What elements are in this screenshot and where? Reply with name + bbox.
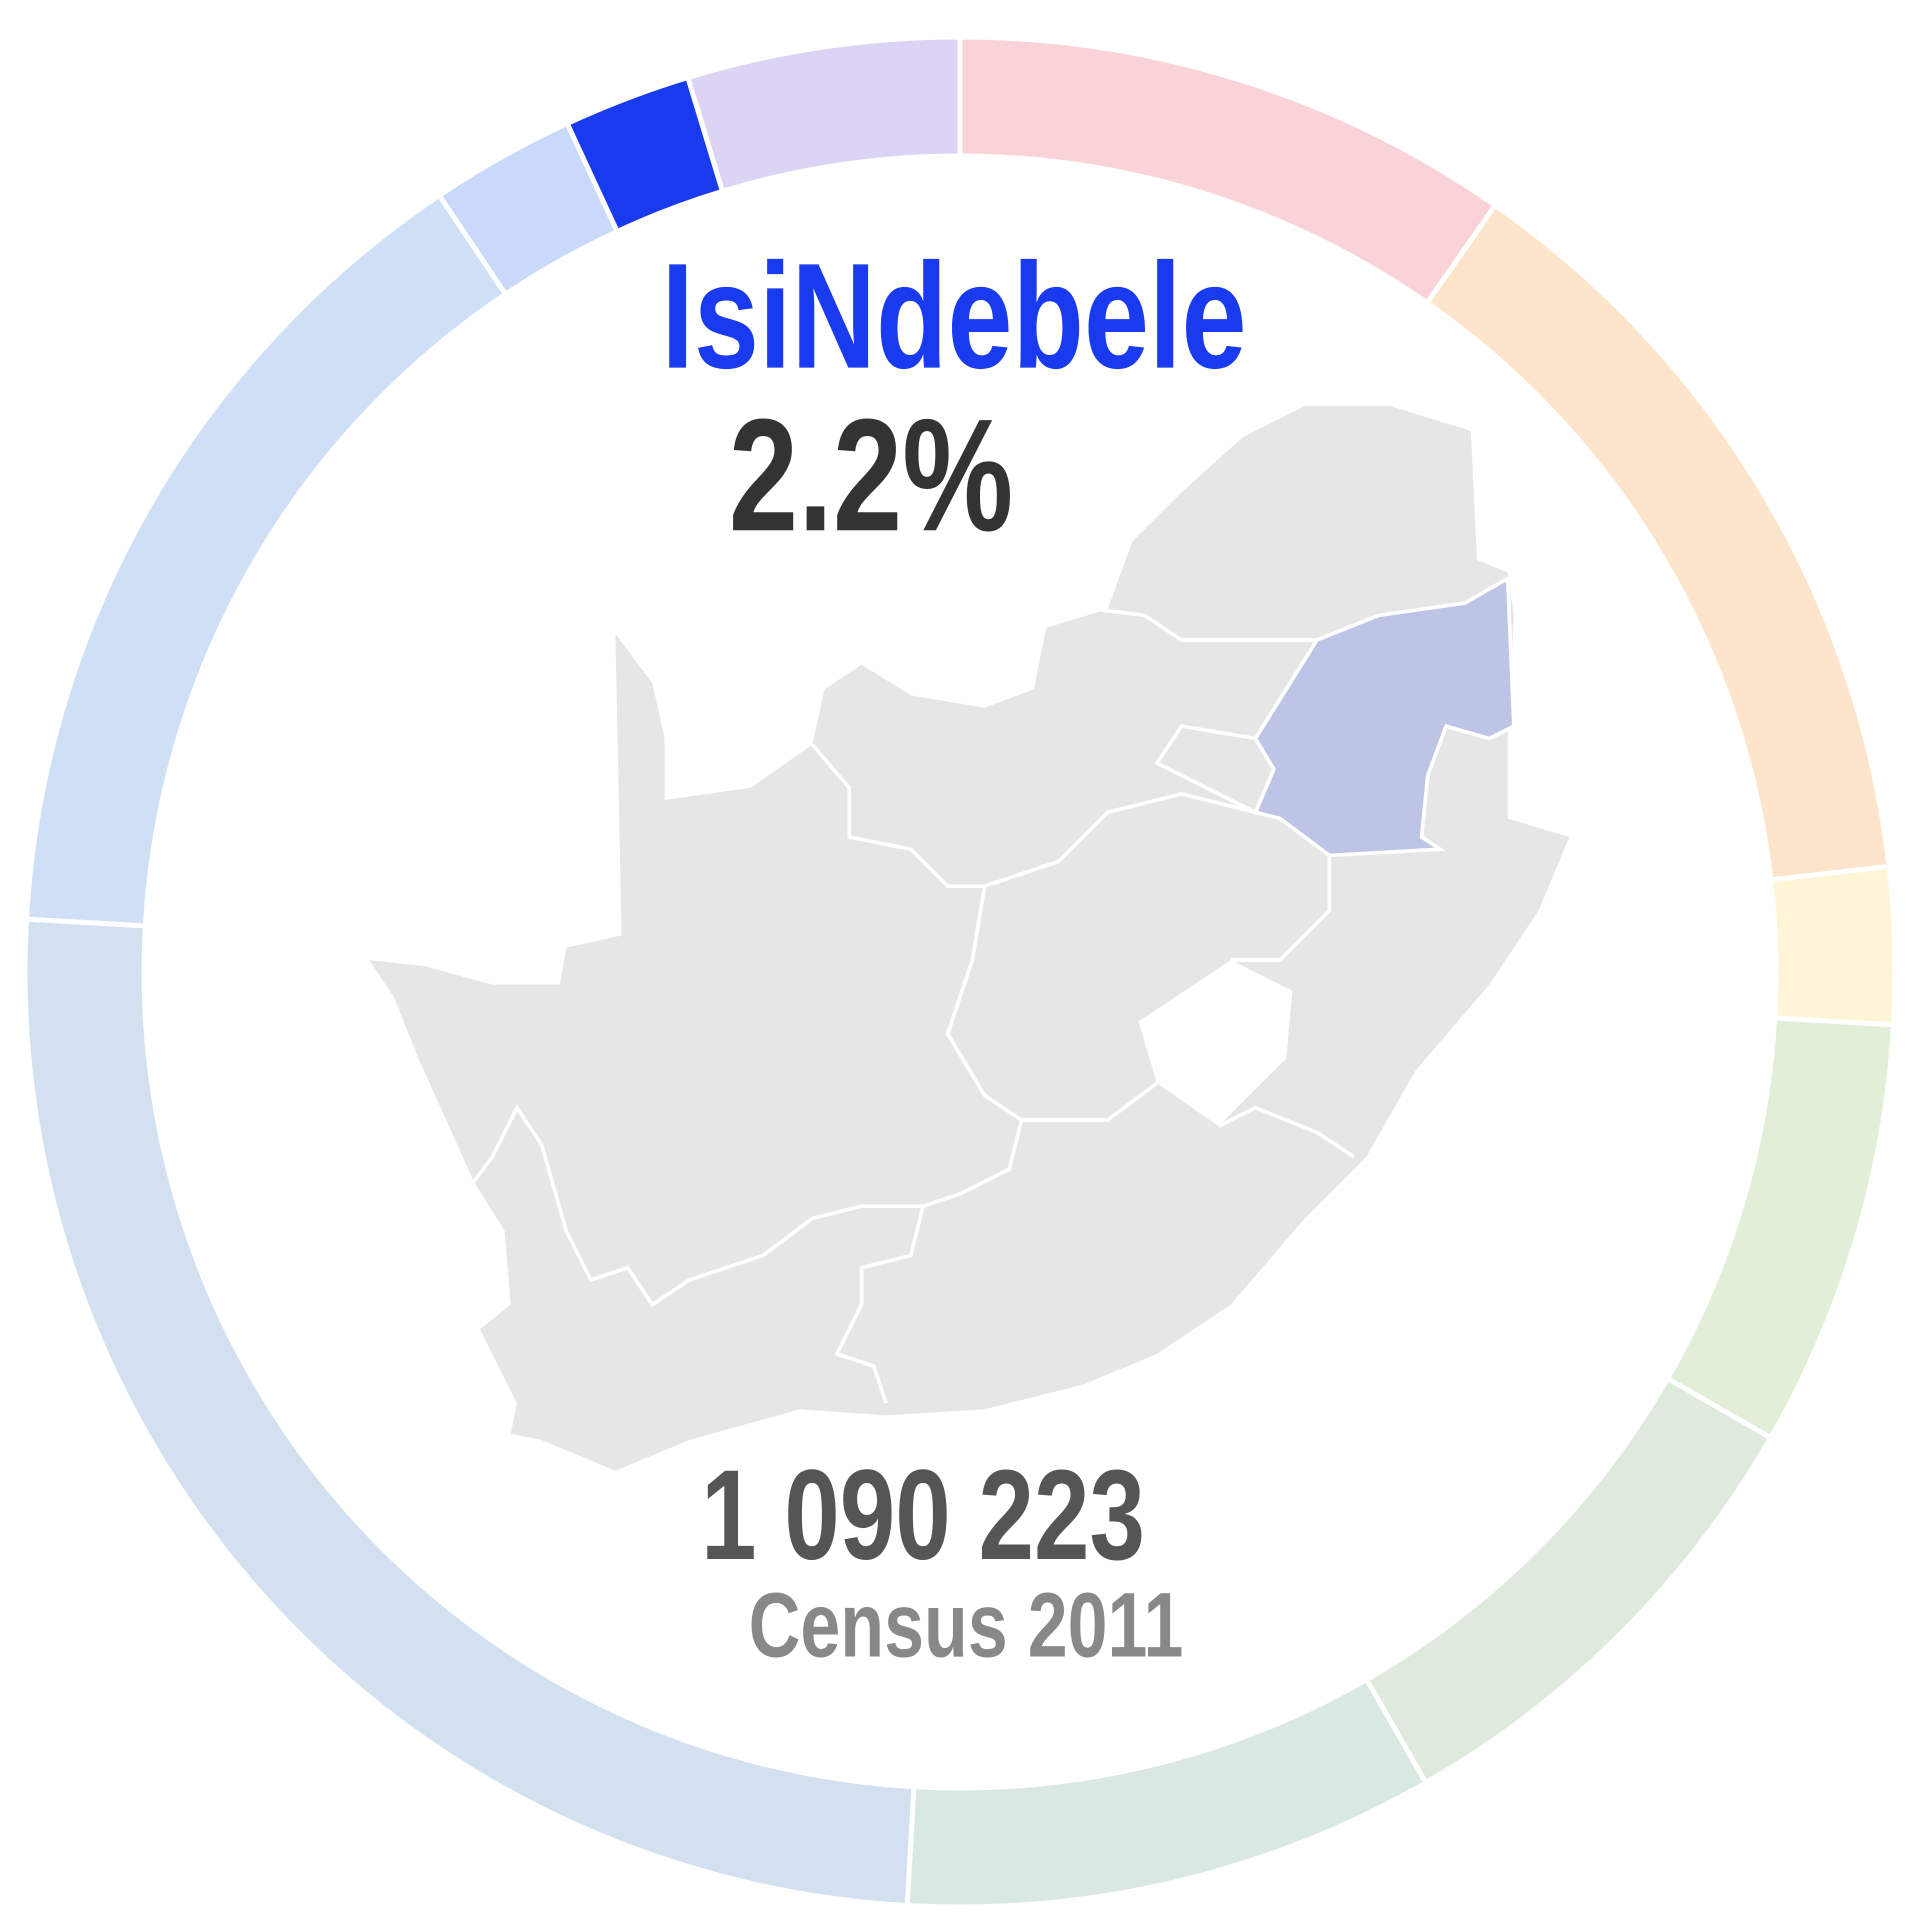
border — [1230, 855, 1332, 962]
border — [834, 1205, 925, 1404]
donut-segment — [684, 34, 963, 195]
map — [369, 406, 1570, 1471]
donut-segment — [1664, 1015, 1897, 1442]
donut-segment — [1768, 863, 1898, 1028]
country-outline — [369, 406, 1570, 1471]
border — [472, 1104, 1024, 1308]
border — [1217, 1105, 1355, 1159]
highlight-value: 2.2% — [729, 386, 1013, 564]
province-highlight — [1252, 575, 1516, 858]
border — [945, 885, 1159, 1122]
highlight-name: IsiNdebele — [661, 232, 1246, 400]
border — [810, 743, 1256, 889]
donut-segment — [1363, 1375, 1775, 1787]
province-borders — [472, 607, 1355, 1404]
border — [1154, 724, 1257, 814]
donut-segment — [904, 1676, 1430, 1910]
border — [1095, 607, 1317, 642]
population: 1 090 223 — [701, 1444, 1145, 1587]
subtitle: Census 2011 — [749, 1574, 1184, 1677]
donut-segment — [23, 191, 510, 929]
